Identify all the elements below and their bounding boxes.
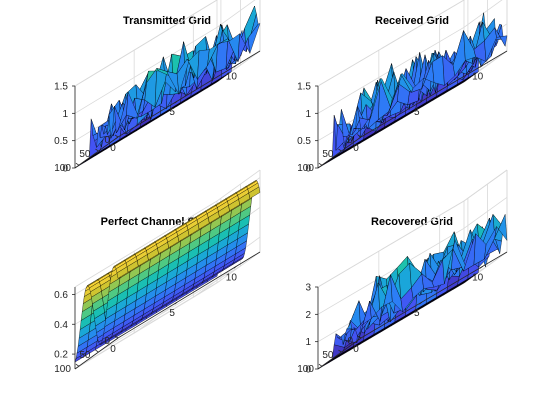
box-edge	[463, 169, 508, 202]
x-tick-label: 0	[353, 344, 359, 355]
y-tick	[357, 134, 362, 138]
y-tick	[95, 349, 99, 353]
surface	[317, 214, 508, 370]
y-tick-label: 0	[104, 336, 110, 347]
box-edge	[74, 200, 218, 288]
y-tick	[114, 335, 119, 339]
y-tick	[318, 162, 323, 166]
z-tick-label: 1.5	[54, 82, 68, 93]
surface	[74, 180, 261, 363]
x-tick	[233, 65, 237, 68]
y-axis-line	[317, 337, 362, 370]
z-tick-label: 0	[305, 365, 311, 376]
z-tick-label: 0.5	[54, 136, 68, 147]
z-tick-label: 1	[62, 109, 68, 120]
surface-facet	[248, 186, 261, 199]
y-tick	[357, 335, 362, 339]
surface	[317, 12, 508, 169]
z-tick-label: 3	[305, 283, 311, 294]
z-tick-label: 0.6	[54, 290, 68, 301]
x-tick	[358, 136, 362, 140]
y-tick-label: 50	[322, 350, 334, 361]
y-tick-label: 50	[79, 350, 91, 361]
x-tick	[174, 100, 178, 104]
x-tick	[115, 136, 119, 140]
x-tick-label: 5	[414, 107, 420, 118]
box-edge	[74, 0, 218, 87]
x-tick-label: 5	[169, 308, 175, 319]
y-tick-label: 0	[347, 135, 353, 146]
title-recovered-grid: Recovered Grid	[371, 216, 453, 228]
y-tick-label: 100	[54, 163, 71, 174]
surface-facet	[494, 214, 508, 241]
x-tick-label: 10	[226, 71, 238, 82]
z-tick-label: 1.5	[297, 82, 311, 93]
z-tick-label: 0.4	[54, 320, 68, 331]
x-tick	[479, 65, 483, 68]
z-tick-label: 1	[305, 109, 311, 120]
x-tick-label: 10	[226, 272, 238, 283]
z-tick-label: 0	[62, 164, 68, 175]
y-tick	[338, 148, 342, 152]
y-tick	[75, 363, 80, 367]
y-tick	[95, 148, 99, 152]
y-tick-label: 100	[297, 163, 314, 174]
panel-perfect-channel-estimate: Perfect Channel Estimate 05100501000.20.…	[54, 169, 261, 375]
z-tick-label: 0.2	[54, 350, 68, 361]
y-axis-line	[317, 136, 362, 169]
x-tick-label: 10	[472, 272, 484, 283]
x-tick-label: 5	[169, 107, 175, 118]
title-received-grid: Received Grid	[375, 15, 449, 27]
y-axis-line	[74, 337, 119, 370]
z-tick-label: 2	[305, 310, 311, 321]
y-tick-label: 50	[322, 149, 334, 160]
x-tick-label: 0	[110, 143, 116, 154]
y-tick-label: 0	[347, 336, 353, 347]
x-tick-label: 0	[353, 143, 359, 154]
y-tick-label: 50	[79, 149, 91, 160]
x-tick	[419, 301, 423, 305]
x-tick	[115, 337, 119, 341]
z-tick-label: 0.5	[297, 136, 311, 147]
y-tick	[318, 363, 323, 367]
x-tick-label: 0	[110, 344, 116, 355]
x-tick	[233, 266, 237, 269]
title-transmitted-grid: Transmitted Grid	[123, 15, 211, 27]
x-tick	[479, 266, 483, 269]
y-tick-label: 0	[104, 135, 110, 146]
z-tick-label: 0	[305, 164, 311, 175]
box-edge	[216, 251, 261, 284]
y-tick-label: 100	[54, 364, 71, 375]
x-tick	[174, 301, 178, 305]
surface-facet	[247, 23, 261, 54]
x-tick	[358, 337, 362, 341]
x-tick	[419, 100, 423, 104]
box-edge	[74, 282, 218, 370]
box-edge	[317, 200, 465, 288]
y-axis-line	[74, 136, 119, 169]
box-edge	[216, 169, 261, 202]
y-tick	[338, 349, 342, 353]
y-tick-label: 100	[297, 364, 314, 375]
x-tick-label: 10	[472, 71, 484, 82]
surface	[74, 5, 261, 169]
z-tick-label: 1	[305, 337, 311, 348]
x-tick-label: 5	[414, 308, 420, 319]
box-edge	[317, 0, 465, 87]
surface-facet	[494, 27, 508, 47]
y-tick	[75, 162, 80, 166]
y-tick	[114, 134, 119, 138]
